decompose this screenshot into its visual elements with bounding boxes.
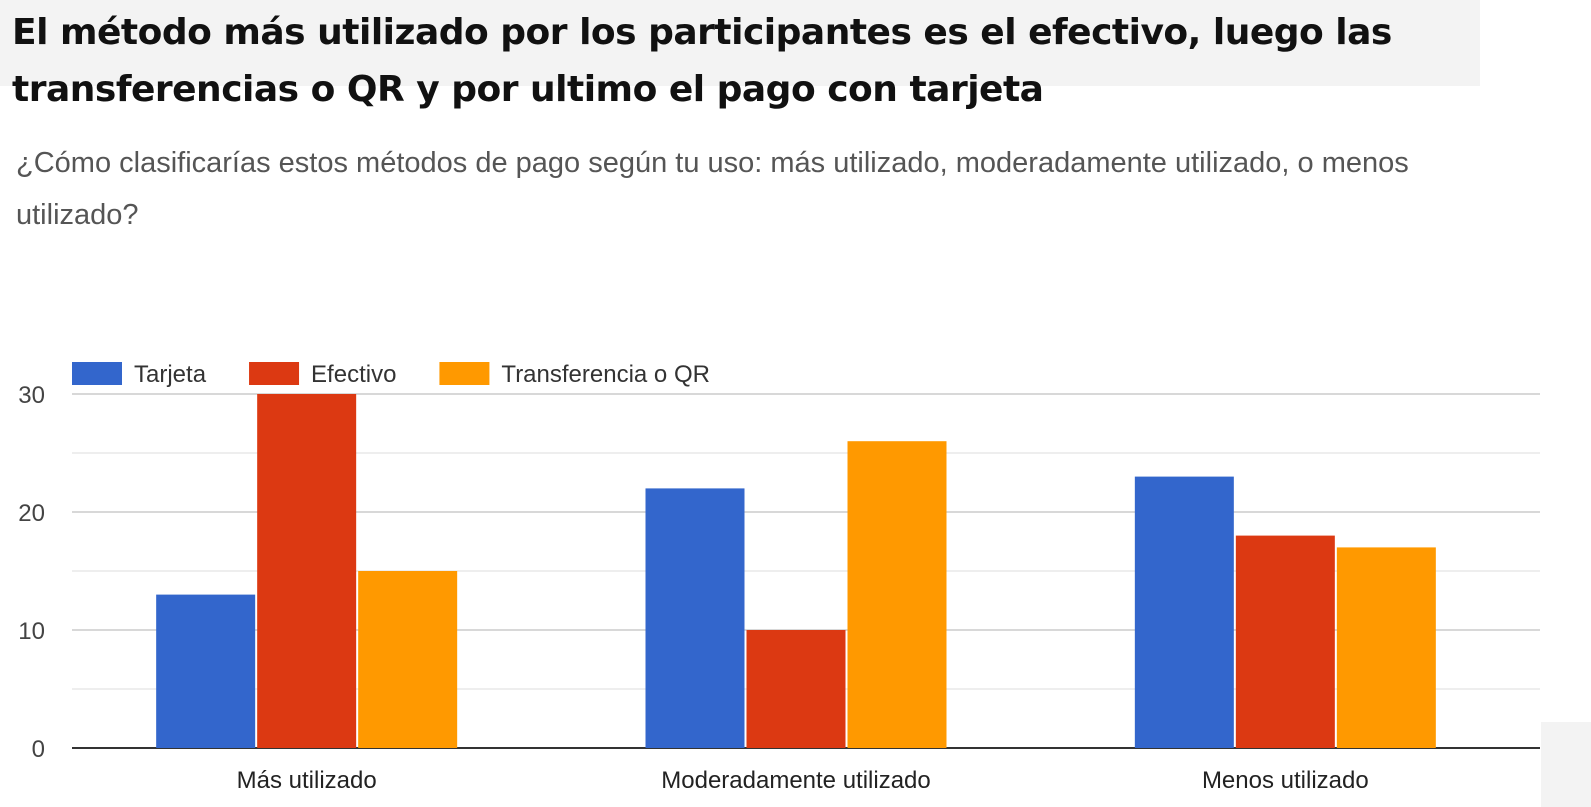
bar-efectivo [746, 630, 846, 748]
bar-efectivo [1235, 535, 1335, 748]
corner-shade [1541, 722, 1591, 807]
x-category-label: Menos utilizado [1202, 767, 1369, 794]
legend-swatch [439, 362, 490, 385]
legend-label: Transferencia o QR [501, 361, 710, 388]
y-tick-label: 10 [18, 618, 45, 645]
legend-swatch [249, 362, 300, 385]
bar-transferencia-o-qr [1336, 547, 1436, 748]
y-tick-label: 0 [32, 736, 45, 763]
legend-swatch [72, 362, 122, 385]
x-category-label: Más utilizado [237, 767, 377, 794]
legend-label: Efectivo [311, 361, 396, 388]
survey-question: ¿Cómo clasificarías estos métodos de pag… [16, 147, 1409, 231]
bar-transferencia-o-qr [358, 571, 458, 748]
x-category-label: Moderadamente utilizado [661, 767, 931, 794]
legend-label: Tarjeta [134, 361, 207, 388]
headline-background [0, 0, 1480, 86]
bar-efectivo [257, 394, 357, 748]
headline: El método más utilizado por los particip… [12, 12, 1392, 110]
bar-tarjeta [156, 594, 256, 748]
y-tick-label: 20 [18, 500, 45, 527]
bar-chart: 0 10 20 30 Más utilizado Moderadamente utiliz… [18, 361, 1540, 794]
bar-tarjeta [645, 488, 745, 748]
y-tick-label: 30 [18, 382, 45, 409]
bar-tarjeta [1134, 476, 1234, 748]
bar-transferencia-o-qr [847, 441, 947, 748]
